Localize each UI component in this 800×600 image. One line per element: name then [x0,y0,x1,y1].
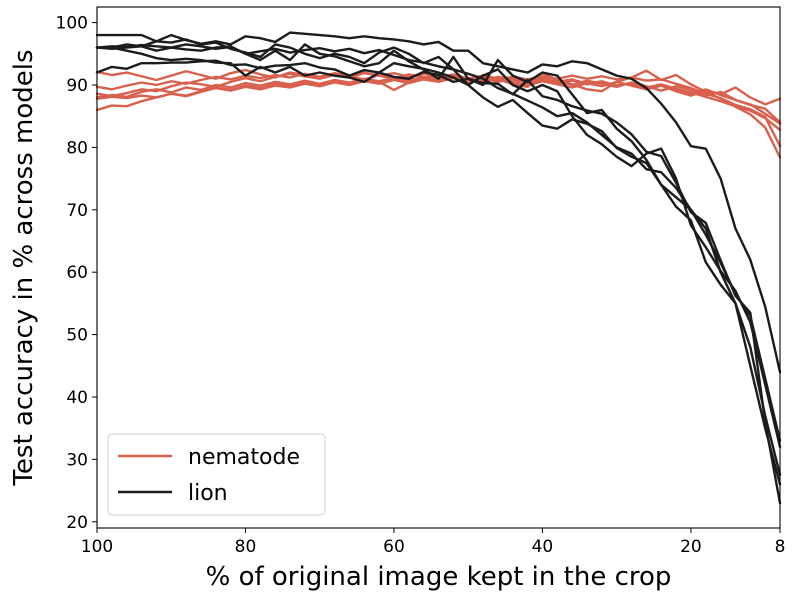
y-tick-label: 80 [66,138,88,158]
x-tick-label: 100 [81,537,113,557]
y-tick-label: 20 [66,513,88,533]
y-tick-label: 40 [66,388,88,408]
series-line-nematode-4 [95,71,782,124]
series-line-nematode-5 [95,74,782,148]
legend-label-lion: lion [188,481,228,506]
y-tick-label: 90 [66,76,88,96]
y-tick-label: 100 [56,14,88,34]
plot-frame [96,6,781,529]
series-layer [95,31,782,505]
legend: nematode lion [107,433,326,516]
legend-box [107,433,326,516]
x-axis-title: % of original image kept in the crop [206,562,672,592]
legend-label-nematode: nematode [188,445,300,470]
x-tick-label: 40 [532,537,554,557]
y-tick-label: 60 [66,263,88,283]
y-tick-label: 30 [66,450,88,470]
y-axis-ticks: 20 30 40 50 60 70 80 90 100 [56,14,97,533]
x-tick-label: 80 [235,537,257,557]
x-axis-ticks: 100 80 60 40 20 8 [81,528,786,557]
x-tick-label: 8 [775,537,786,557]
series-line-lion-4 [95,46,782,477]
y-axis-title: Test accuracy in % across models [9,49,39,486]
series-line-lion-5 [95,38,782,449]
x-tick-label: 20 [680,537,702,557]
x-tick-label: 60 [383,537,405,557]
y-tick-label: 50 [66,326,88,346]
y-tick-label: 70 [66,201,88,221]
series-line-lion-6 [95,43,782,486]
